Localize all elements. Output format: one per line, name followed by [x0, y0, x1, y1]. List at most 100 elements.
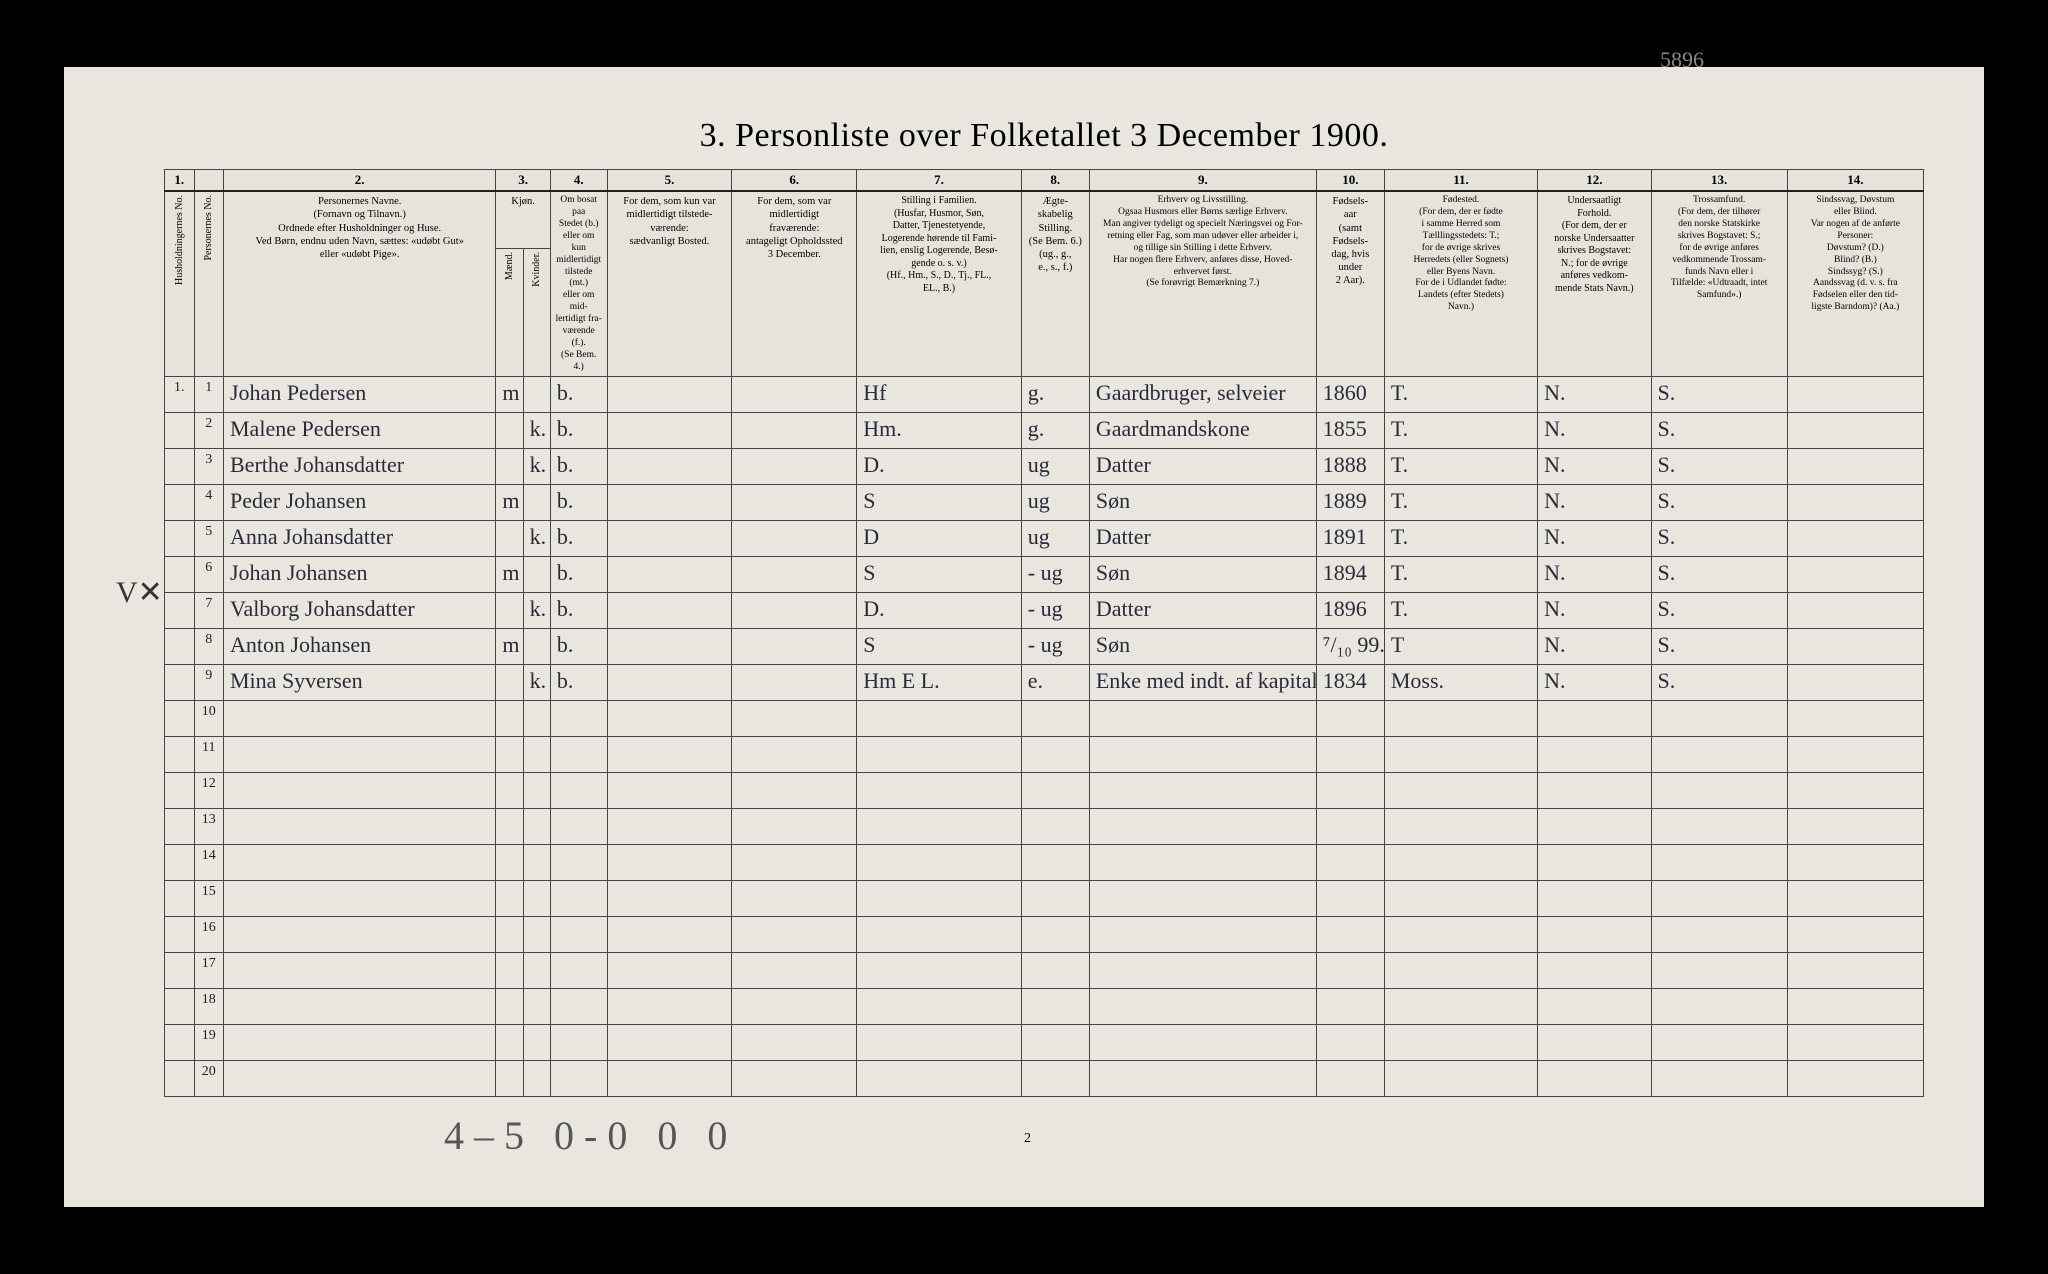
- cell-res: b.: [550, 593, 607, 629]
- empty-cell: [550, 1061, 607, 1097]
- empty-cell: [1787, 845, 1923, 881]
- cell-nat: N.: [1538, 449, 1651, 485]
- cell-h: [165, 485, 195, 521]
- empty-cell: [1316, 809, 1384, 845]
- cell-dis: [1787, 521, 1923, 557]
- table-row: 5Anna Johansdatterk.b.DugDatter1891T.N.S…: [165, 521, 1924, 557]
- colnum: 7.: [857, 170, 1022, 192]
- empty-cell: 17: [194, 953, 224, 989]
- empty-cell: [1384, 1061, 1537, 1097]
- empty-cell: [1089, 701, 1316, 737]
- cell-dis: [1787, 413, 1923, 449]
- cell-yr: 1888: [1316, 449, 1384, 485]
- empty-cell: [1651, 881, 1787, 917]
- cell-c6: [732, 593, 857, 629]
- table-row-empty: 13: [165, 809, 1924, 845]
- cell-p: 2: [194, 413, 224, 449]
- cell-dis: [1787, 665, 1923, 701]
- empty-cell: [523, 1025, 550, 1061]
- cell-ms: - ug: [1021, 557, 1089, 593]
- empty-cell: [1651, 953, 1787, 989]
- colnum: 2.: [224, 170, 496, 192]
- cell-yr: ⁷/₁₀ 99.: [1316, 629, 1384, 665]
- cell-dis: [1787, 557, 1923, 593]
- empty-cell: [165, 917, 195, 953]
- cell-rel: S.: [1651, 629, 1787, 665]
- empty-cell: [1316, 773, 1384, 809]
- empty-cell: [857, 701, 1022, 737]
- empty-cell: [224, 845, 496, 881]
- empty-cell: [857, 1025, 1022, 1061]
- cell-nat: N.: [1538, 377, 1651, 413]
- empty-cell: [1021, 953, 1089, 989]
- empty-cell: 10: [194, 701, 224, 737]
- cell-c5: [607, 377, 732, 413]
- colnum: 8.: [1021, 170, 1089, 192]
- empty-cell: [1316, 737, 1384, 773]
- census-table: 1. 2. 3. 4. 5. 6. 7. 8. 9. 10. 11. 12. 1…: [164, 169, 1924, 1097]
- cell-name: Mina Syversen: [224, 665, 496, 701]
- cell-yr: 1889: [1316, 485, 1384, 521]
- empty-cell: [1384, 989, 1537, 1025]
- empty-cell: 13: [194, 809, 224, 845]
- cell-bp: T.: [1384, 485, 1537, 521]
- empty-cell: [1316, 701, 1384, 737]
- cell-p: 4: [194, 485, 224, 521]
- empty-cell: 15: [194, 881, 224, 917]
- empty-cell: [165, 845, 195, 881]
- handwritten-bottom: 4–5 0-0 0 0: [444, 1112, 737, 1159]
- empty-cell: [1384, 773, 1537, 809]
- cell-nat: N.: [1538, 557, 1651, 593]
- colnum: 5.: [607, 170, 732, 192]
- cell-nat: N.: [1538, 485, 1651, 521]
- cell-dis: [1787, 377, 1923, 413]
- empty-cell: [607, 1025, 732, 1061]
- empty-cell: [1021, 1061, 1089, 1097]
- col-religion: Trossamfund. (For dem, der tilhører den …: [1651, 191, 1787, 377]
- empty-cell: [1787, 1061, 1923, 1097]
- colnum: 3.: [496, 170, 550, 192]
- cell-occ: Datter: [1089, 593, 1316, 629]
- empty-cell: [857, 737, 1022, 773]
- empty-cell: [496, 953, 523, 989]
- empty-cell: [1384, 953, 1537, 989]
- empty-cell: [496, 1025, 523, 1061]
- empty-cell: [550, 881, 607, 917]
- empty-cell: [1787, 737, 1923, 773]
- colnum: 13.: [1651, 170, 1787, 192]
- empty-cell: [1384, 1025, 1537, 1061]
- cell-h: [165, 557, 195, 593]
- cell-c5: [607, 485, 732, 521]
- cell-k: [523, 485, 550, 521]
- empty-cell: [224, 881, 496, 917]
- cell-ms: - ug: [1021, 629, 1089, 665]
- empty-cell: [1021, 917, 1089, 953]
- empty-cell: 18: [194, 989, 224, 1025]
- empty-cell: [732, 773, 857, 809]
- cell-fam: Hm.: [857, 413, 1022, 449]
- empty-cell: [732, 917, 857, 953]
- empty-cell: [523, 845, 550, 881]
- cell-fam: D.: [857, 593, 1022, 629]
- empty-cell: [857, 773, 1022, 809]
- cell-name: Johan Pedersen: [224, 377, 496, 413]
- empty-cell: [607, 1061, 732, 1097]
- empty-cell: [607, 989, 732, 1025]
- empty-cell: [857, 1061, 1022, 1097]
- cell-c5: [607, 665, 732, 701]
- cell-k: k.: [523, 449, 550, 485]
- cell-m: [496, 521, 523, 557]
- cell-res: b.: [550, 449, 607, 485]
- empty-cell: [1651, 845, 1787, 881]
- empty-cell: [165, 1061, 195, 1097]
- cell-fam: D.: [857, 449, 1022, 485]
- top-page-number: 5896: [1660, 47, 1704, 73]
- cell-rel: S.: [1651, 521, 1787, 557]
- cell-name: Valborg Johansdatter: [224, 593, 496, 629]
- empty-cell: [1316, 1025, 1384, 1061]
- cell-ms: ug: [1021, 485, 1089, 521]
- empty-cell: [1651, 1061, 1787, 1097]
- cell-bp: T.: [1384, 449, 1537, 485]
- empty-cell: [1089, 737, 1316, 773]
- cell-res: b.: [550, 485, 607, 521]
